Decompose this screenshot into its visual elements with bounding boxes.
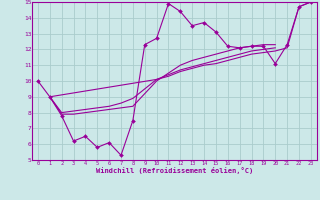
X-axis label: Windchill (Refroidissement éolien,°C): Windchill (Refroidissement éolien,°C) (96, 167, 253, 174)
